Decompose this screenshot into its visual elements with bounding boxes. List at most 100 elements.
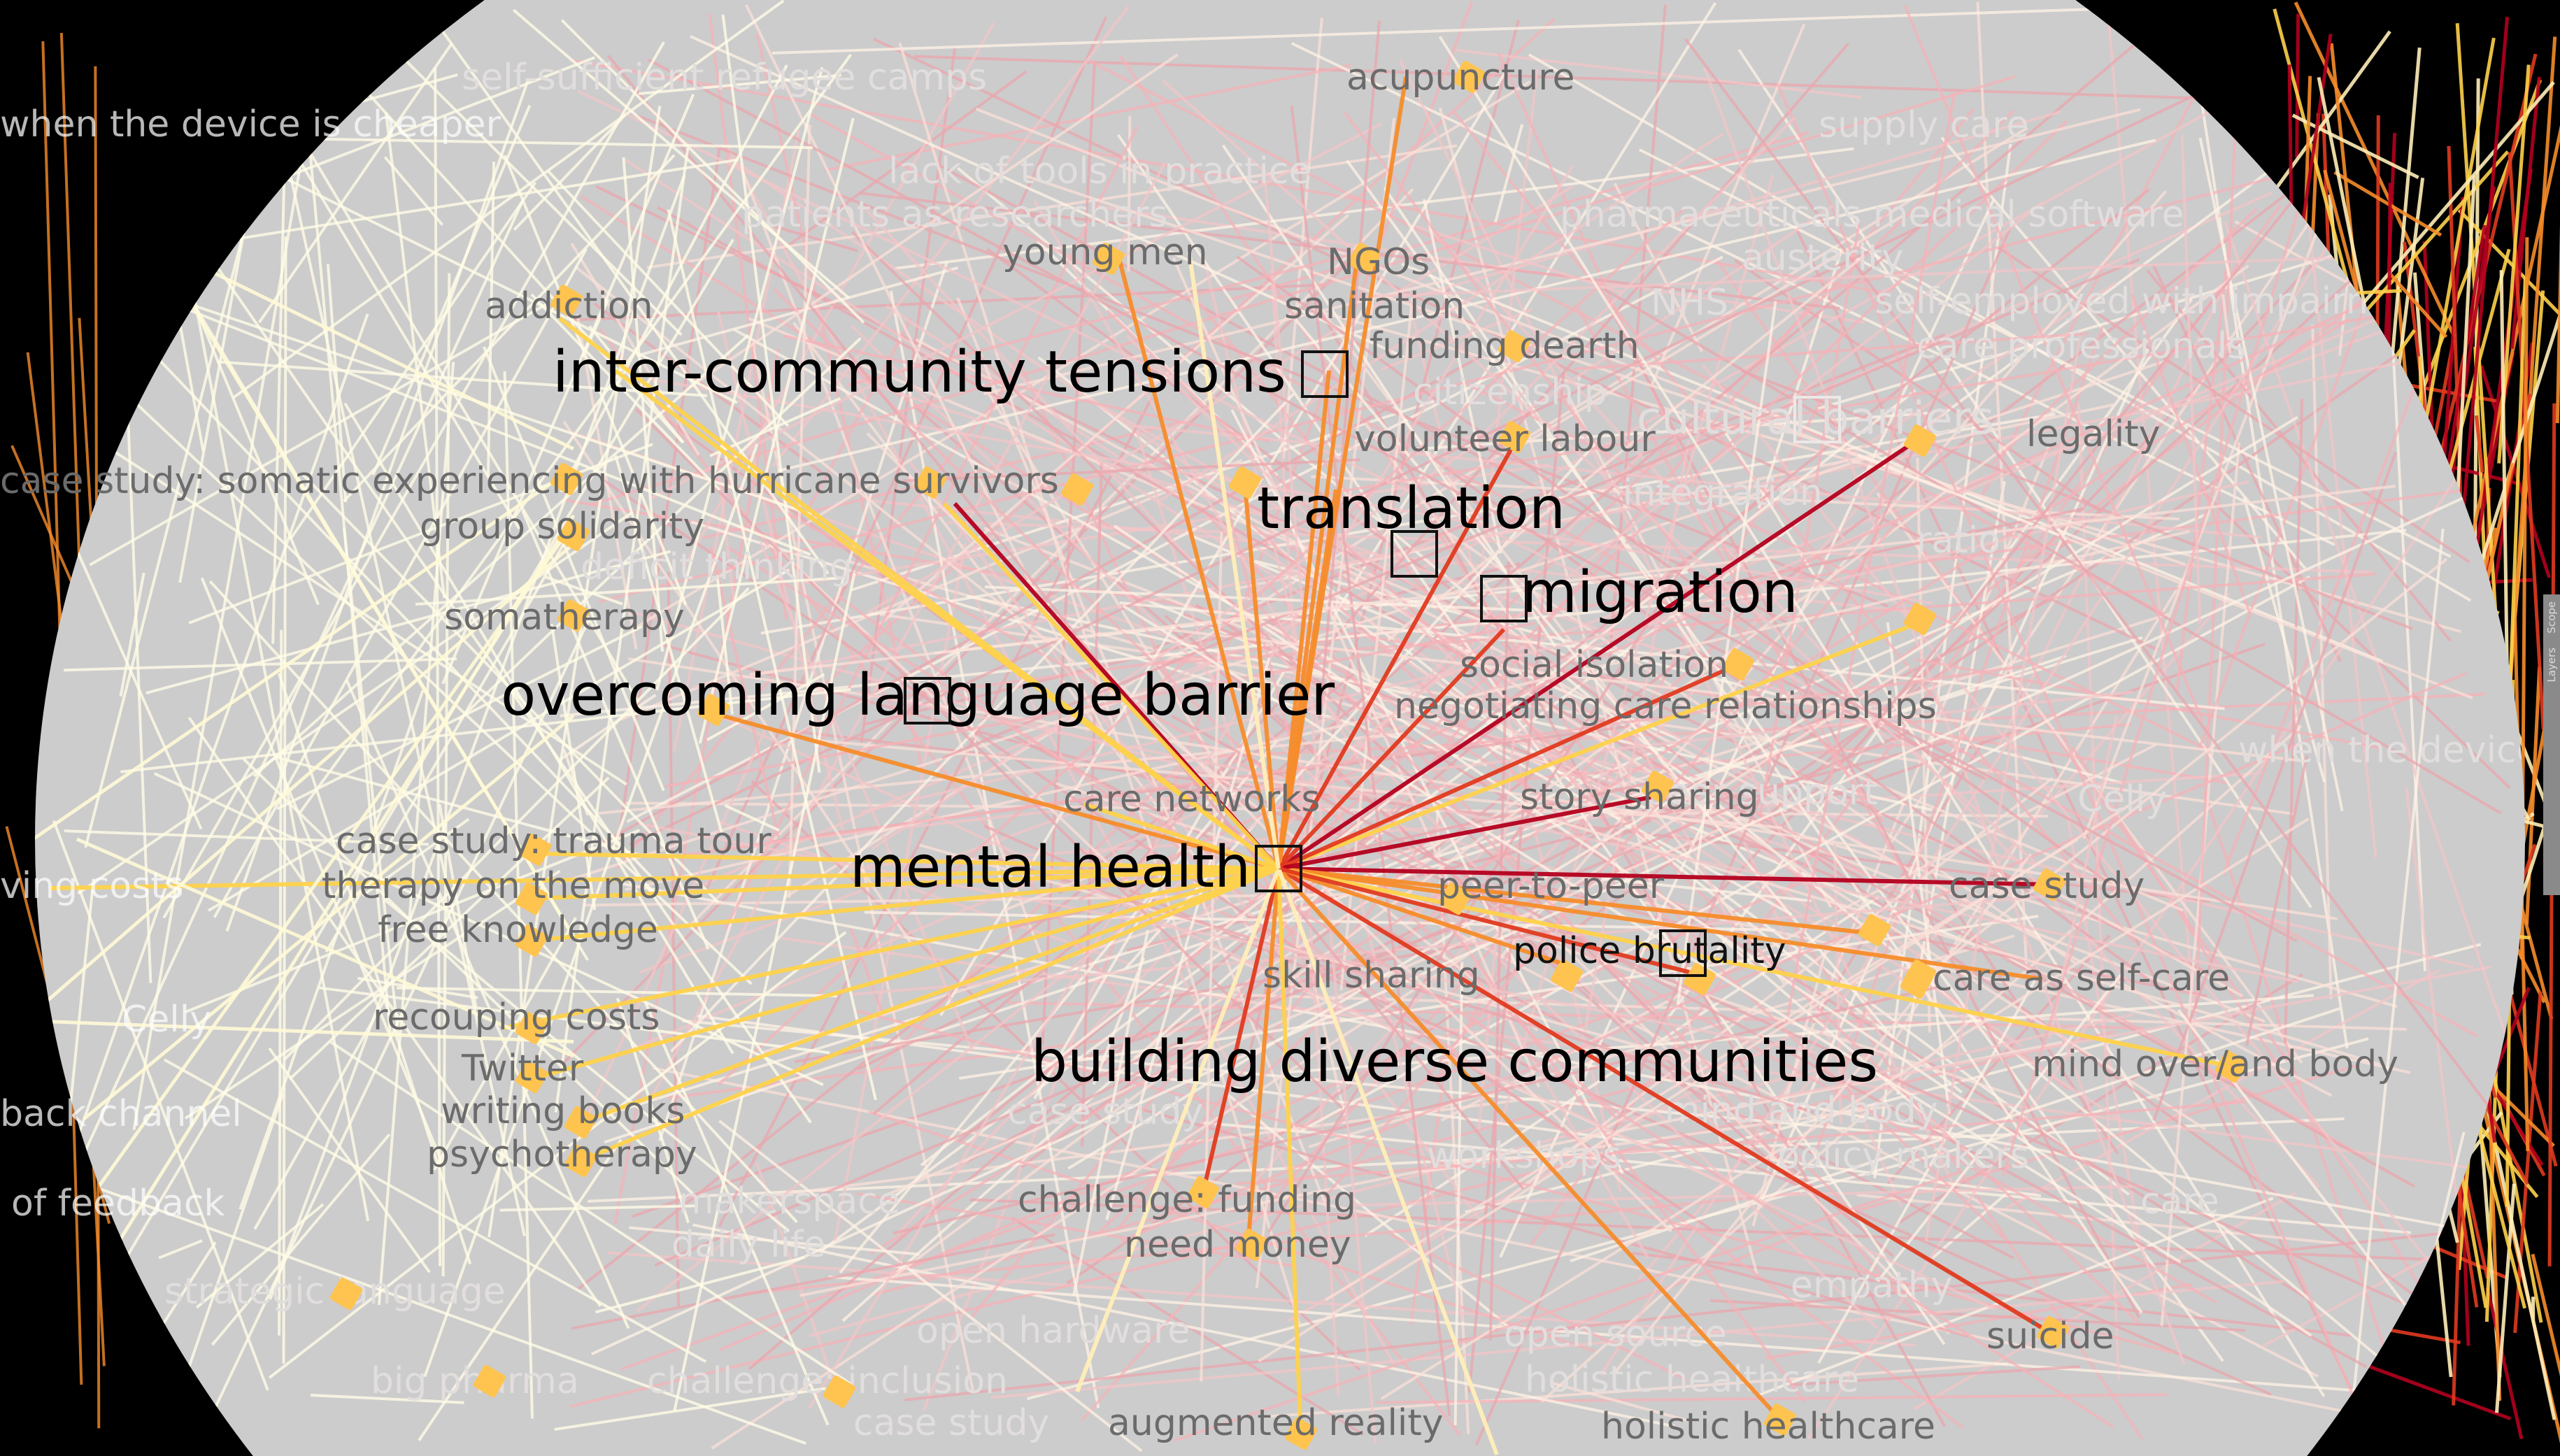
far-label[interactable]: empathy — [1791, 1264, 1953, 1306]
node-label[interactable]: somatherapy — [444, 597, 685, 638]
node-marker[interactable] — [556, 518, 590, 552]
far-label[interactable]: when the device is cheaper — [2238, 729, 2560, 771]
node-marker[interactable] — [563, 1105, 597, 1139]
far-label[interactable]: big pharma — [371, 1360, 579, 1402]
node-marker[interactable] — [1903, 423, 1937, 457]
node-label[interactable]: story sharing — [1520, 776, 1759, 818]
focus-label[interactable]: migration — [1521, 559, 1798, 626]
node-label[interactable]: funding dearth — [1370, 325, 1640, 367]
node-label[interactable]: volunteer labour — [1354, 418, 1656, 460]
far-label[interactable]: NHS — [1651, 282, 1728, 324]
node-label[interactable]: care as self-care — [1933, 957, 2230, 999]
node-label[interactable]: need money — [1124, 1224, 1351, 1266]
layers-tab[interactable]: Layers — [2545, 647, 2558, 683]
node-label[interactable]: mind over/and body — [2032, 1043, 2398, 1085]
far-label[interactable]: open hardware — [916, 1310, 1190, 1352]
node-marker[interactable] — [1497, 420, 1531, 454]
far-label[interactable]: peer support — [1644, 771, 1878, 813]
far-label[interactable]: makerspace — [678, 1180, 900, 1222]
node-label[interactable]: free knowledge — [378, 909, 658, 951]
node-label[interactable]: young men — [1002, 231, 1208, 273]
focus-label[interactable]: inter-community tensions — [553, 339, 1286, 406]
node-label[interactable]: holistic healthcare — [1601, 1406, 1935, 1448]
node-marker[interactable] — [696, 692, 730, 727]
node-marker[interactable] — [1060, 472, 1094, 506]
focus-label[interactable]: police brutality — [1513, 930, 1786, 972]
node-marker[interactable] — [1899, 965, 1933, 999]
node-label[interactable]: case study: trauma tour — [336, 820, 771, 862]
node-marker[interactable] — [514, 1011, 548, 1045]
node-label[interactable]: Twitter — [461, 1048, 584, 1090]
far-label[interactable]: care professionals — [1917, 325, 2246, 367]
node-label[interactable]: NGOs — [1327, 241, 1430, 283]
node-label[interactable]: therapy on the move — [322, 865, 704, 907]
far-label[interactable]: ratio — [1917, 520, 2000, 562]
node-label[interactable]: case study: somatic experiencing with hu… — [0, 460, 1059, 502]
node-marker[interactable] — [1451, 59, 1486, 94]
far-label[interactable]: self-employed with impairment — [1875, 280, 2441, 322]
focus-node[interactable] — [904, 677, 951, 725]
node-label[interactable]: suicide — [1986, 1315, 2114, 1357]
far-label[interactable]: patients as researchers — [741, 194, 1168, 236]
node-marker[interactable] — [1903, 601, 1937, 636]
node-marker[interactable] — [1549, 958, 1584, 992]
edge-label[interactable]: when the device is cheaper — [0, 104, 502, 145]
far-label[interactable]: citizenship — [1413, 371, 1607, 413]
node-marker[interactable] — [2032, 867, 2066, 901]
node-label[interactable]: writing books — [441, 1090, 685, 1132]
far-label[interactable]: Celly — [2077, 778, 2167, 820]
node-marker[interactable] — [822, 1374, 856, 1408]
node-marker[interactable] — [563, 1143, 597, 1178]
far-label[interactable]: daily life — [671, 1224, 825, 1266]
hub-label[interactable]: mental health — [850, 834, 1251, 901]
side-panel[interactable]: Scope Layers — [2543, 594, 2560, 895]
node-marker[interactable] — [1186, 1175, 1220, 1209]
edge-label[interactable]: of feedback — [11, 1183, 225, 1225]
far-label[interactable]: case study — [1007, 1091, 1203, 1133]
node-marker[interactable] — [549, 462, 583, 496]
far-label[interactable]: self-sufficient refugee camps — [462, 57, 987, 99]
hub-node[interactable] — [1255, 845, 1302, 892]
node-label[interactable]: peer-to-peer — [1437, 865, 1665, 907]
node-marker[interactable] — [1346, 241, 1381, 276]
node-label[interactable]: care networks — [1063, 778, 1320, 820]
far-label[interactable]: supply care — [1819, 104, 2029, 146]
focus-node[interactable] — [1480, 575, 1528, 622]
far-label[interactable]: cultural barriers — [1637, 393, 1994, 445]
far-label[interactable]: case study — [853, 1402, 1049, 1444]
far-label[interactable]: mind and body — [1665, 1090, 1938, 1132]
edge-label[interactable]: back channel — [0, 1093, 242, 1135]
node-marker[interactable] — [1235, 1227, 1269, 1262]
node-marker[interactable] — [1283, 1416, 1318, 1450]
edge-label[interactable]: ving costs — [0, 865, 184, 907]
node-label[interactable]: case study — [1949, 865, 2145, 907]
focus-label[interactable]: overcoming language barrier — [501, 662, 1335, 729]
far-label[interactable]: deficit thinking — [581, 546, 853, 588]
far-label[interactable]: policy makers — [1777, 1135, 2029, 1177]
node-marker[interactable] — [549, 283, 583, 317]
node-marker[interactable] — [1682, 962, 1716, 996]
node-marker[interactable] — [1228, 465, 1262, 499]
far-label[interactable]: pharmaceuticals medical software — [1560, 194, 2184, 236]
node-label[interactable]: sanitation — [1284, 285, 1465, 327]
node-label[interactable]: challenge: funding — [1018, 1179, 1356, 1221]
far-label[interactable]: workshops — [1427, 1135, 1621, 1177]
node-marker[interactable] — [556, 598, 590, 632]
far-node[interactable] — [1793, 396, 1841, 443]
focus-node[interactable] — [1391, 530, 1438, 578]
node-marker[interactable] — [1763, 1402, 1797, 1436]
node-label[interactable]: addiction — [485, 285, 653, 327]
node-marker[interactable] — [514, 881, 548, 915]
far-label[interactable]: open source — [1504, 1313, 1727, 1355]
node-marker[interactable] — [514, 923, 548, 957]
far-label[interactable]: holistic healthcare — [1525, 1359, 1859, 1401]
node-marker[interactable] — [2214, 1049, 2248, 1083]
focus-label[interactable]: building diverse communities — [1031, 1029, 1878, 1095]
node-marker[interactable] — [1091, 241, 1125, 276]
focus-node[interactable] — [1659, 929, 1707, 977]
node-label[interactable]: social isolation — [1460, 644, 1728, 686]
far-label[interactable]: lack of tools in practice — [888, 150, 1311, 192]
node-label[interactable]: acupuncture — [1346, 57, 1575, 99]
